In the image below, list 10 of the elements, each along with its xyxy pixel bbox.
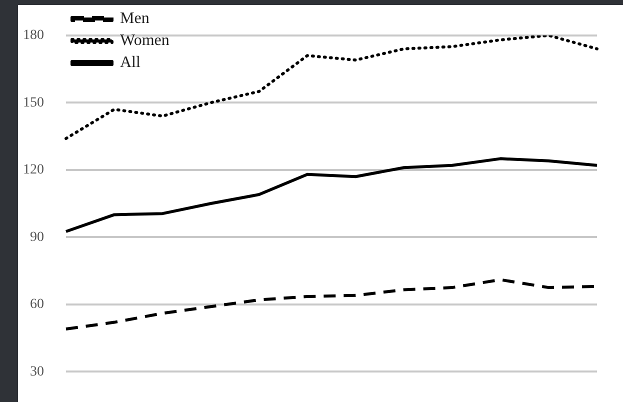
line-series — [64, 35, 598, 140]
y-tick-label: 30 — [30, 364, 44, 380]
y-tick-label: 180 — [23, 28, 44, 44]
y-tick-label: 150 — [23, 95, 44, 110]
y-tick-label: 90 — [30, 230, 44, 245]
legend-label: Men — [120, 10, 150, 28]
legend-label: Women — [120, 32, 170, 50]
legend-label: All — [120, 54, 141, 72]
y-tick-label: 60 — [30, 297, 44, 312]
y-tick-label: 120 — [23, 162, 44, 178]
